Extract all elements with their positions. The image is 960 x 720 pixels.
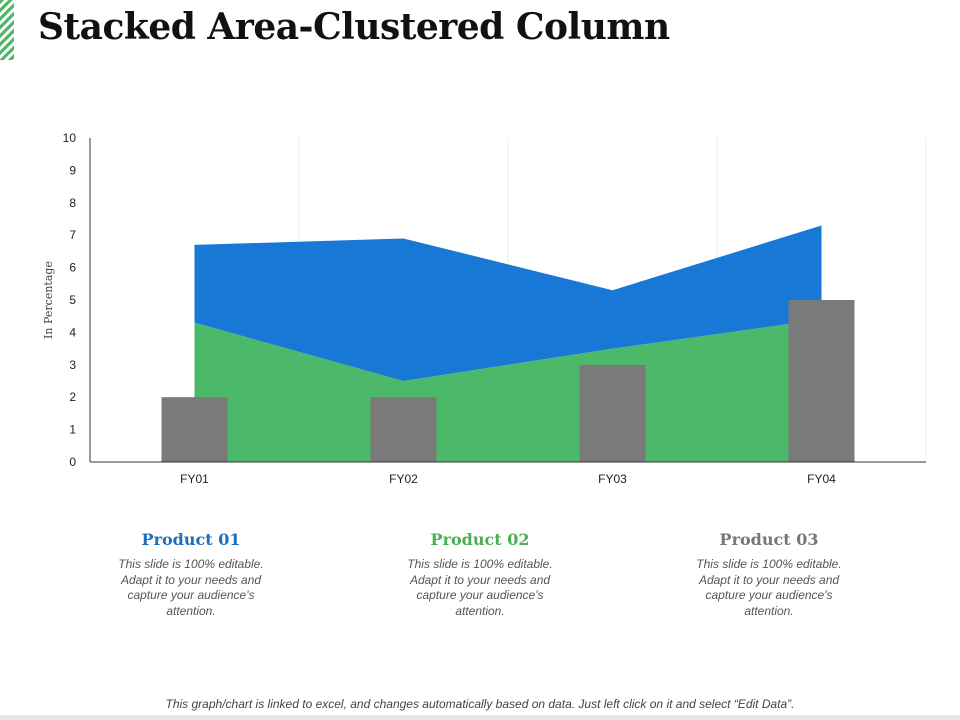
area-series-stacked bbox=[194, 225, 822, 381]
column-bar bbox=[161, 397, 228, 462]
y-tick-label: 10 bbox=[63, 131, 77, 145]
product-1: Product 01 This slide is 100% editable. … bbox=[101, 530, 281, 619]
page-title: Stacked Area-Clustered Column bbox=[38, 6, 670, 48]
y-tick-label: 1 bbox=[69, 423, 76, 437]
column-bar bbox=[788, 300, 855, 462]
product-2-name: Product 02 bbox=[430, 530, 530, 549]
y-tick-label: 5 bbox=[69, 293, 76, 307]
y-axis-label: In Percentage bbox=[42, 261, 55, 339]
product-3-name: Product 03 bbox=[719, 530, 819, 549]
column-bar bbox=[370, 397, 437, 462]
footer-note: This graph/chart is linked to excel, and… bbox=[165, 697, 795, 711]
column-bar bbox=[579, 364, 646, 462]
x-tick-label: FY01 bbox=[180, 472, 209, 486]
x-tick-label: FY02 bbox=[389, 472, 418, 486]
y-tick-label: 9 bbox=[69, 163, 76, 177]
product-1-desc: This slide is 100% editable. Adapt it to… bbox=[118, 557, 264, 618]
x-tick-label: FY03 bbox=[598, 472, 627, 486]
chart: 0 1 2 3 4 5 6 7 8 9 10 FY01 FY02 FY03 FY04 In Percentag… bbox=[42, 131, 927, 486]
product-1-name: Product 01 bbox=[141, 530, 241, 549]
x-tick-label: FY04 bbox=[807, 472, 836, 486]
y-tick-label: 3 bbox=[69, 358, 76, 372]
y-tick-label: 6 bbox=[69, 261, 76, 275]
y-tick-label: 8 bbox=[69, 196, 76, 210]
product-3-desc: This slide is 100% editable. Adapt it to… bbox=[696, 557, 842, 618]
product-2-desc: This slide is 100% editable. Adapt it to… bbox=[407, 557, 553, 618]
title-accent-bar bbox=[0, 0, 14, 60]
area-series-base bbox=[194, 319, 822, 462]
y-tick-label: 4 bbox=[69, 325, 76, 339]
y-tick-label: 0 bbox=[69, 455, 76, 469]
y-tick-label: 7 bbox=[69, 228, 76, 242]
bottom-strip bbox=[0, 715, 960, 720]
product-3: Product 03 This slide is 100% editable. … bbox=[679, 530, 859, 619]
product-2: Product 02 This slide is 100% editable. … bbox=[390, 530, 570, 619]
y-tick-label: 2 bbox=[69, 390, 76, 404]
